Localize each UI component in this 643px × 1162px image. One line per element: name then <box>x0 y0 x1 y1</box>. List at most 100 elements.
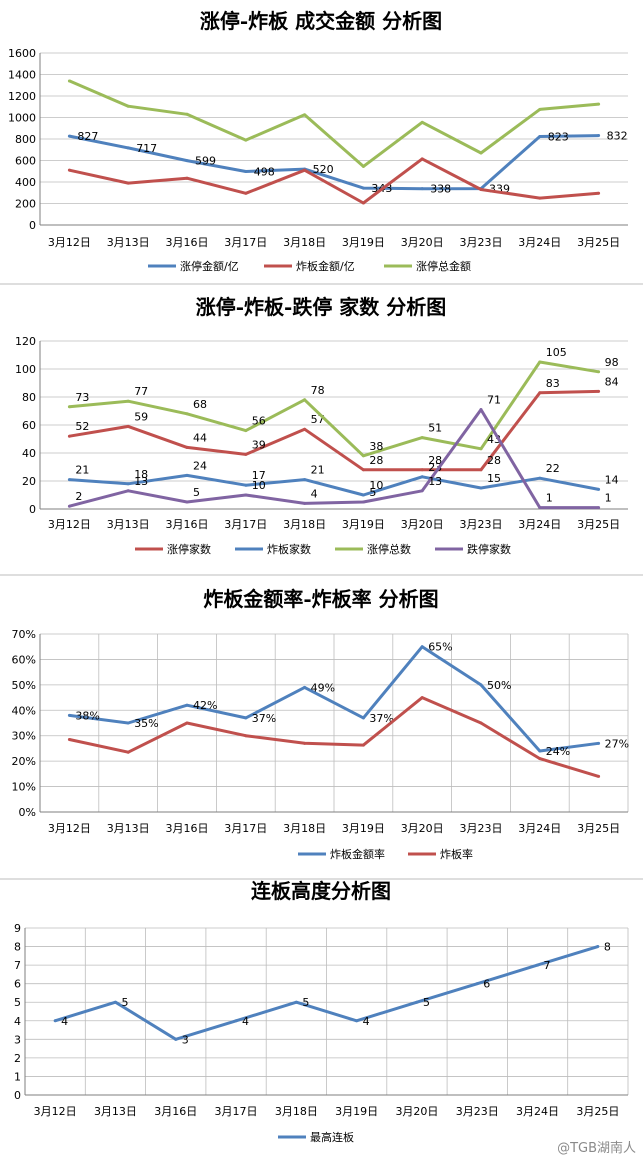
data-point <box>67 168 71 172</box>
series-line <box>69 157 599 205</box>
data-label: 59 <box>134 410 148 423</box>
data-point <box>67 134 71 138</box>
data-point <box>361 201 365 205</box>
data-point <box>597 774 601 778</box>
data-point <box>597 741 601 745</box>
x-tick-label: 3月20日 <box>401 518 444 531</box>
data-label: 13 <box>428 475 442 488</box>
data-point <box>185 473 189 477</box>
y-tick-label: 5 <box>14 996 21 1009</box>
legend-label: 涨停家数 <box>167 542 211 556</box>
data-point <box>538 107 542 111</box>
data-label: 2 <box>75 490 82 503</box>
y-tick-label: 400 <box>15 176 36 189</box>
data-label: 49% <box>311 681 335 694</box>
data-point <box>303 501 307 505</box>
data-label: 105 <box>546 346 567 359</box>
data-label: 8 <box>604 941 611 954</box>
data-label: 5 <box>302 996 309 1009</box>
x-tick-label: 3月13日 <box>107 822 150 835</box>
data-label: 15 <box>487 472 501 485</box>
data-point <box>303 478 307 482</box>
data-label: 27% <box>605 737 629 750</box>
data-label: 98 <box>605 356 619 369</box>
x-tick-label: 3月16日 <box>166 518 209 531</box>
y-tick-label: 100 <box>15 363 36 376</box>
data-label: 51 <box>428 422 442 435</box>
x-tick-label: 3月18日 <box>283 518 326 531</box>
legend-label: 炸板率 <box>440 847 473 861</box>
data-label: 18 <box>134 468 148 481</box>
data-point <box>536 963 540 967</box>
y-tick-label: 80 <box>22 391 36 404</box>
data-label: 520 <box>313 163 334 176</box>
data-label: 1 <box>546 492 553 505</box>
watermark-text: @TGB湖南人 <box>557 1140 636 1156</box>
y-tick-label: 40 <box>22 447 36 460</box>
data-point <box>185 721 189 725</box>
data-point <box>361 164 365 168</box>
data-label: 24 <box>193 459 207 472</box>
y-tick-label: 1200 <box>8 90 36 103</box>
data-point <box>234 1019 238 1023</box>
data-point <box>185 445 189 449</box>
data-point <box>538 506 542 510</box>
series-line <box>69 473 599 497</box>
legend-label: 最高连板 <box>310 1130 354 1144</box>
data-point <box>303 398 307 402</box>
data-label: 39 <box>252 438 266 451</box>
series-line <box>69 696 600 778</box>
data-point <box>244 716 248 720</box>
data-point <box>244 734 248 738</box>
data-label: 4 <box>363 1015 370 1028</box>
data-label: 50% <box>487 679 511 692</box>
data-point <box>126 750 130 754</box>
data-point <box>597 370 601 374</box>
y-tick-label: 200 <box>15 198 36 211</box>
x-tick-label: 3月19日 <box>342 518 385 531</box>
x-tick-label: 3月13日 <box>94 1105 137 1118</box>
x-tick-label: 3月16日 <box>154 1105 197 1118</box>
data-label: 6 <box>483 978 490 991</box>
chart-title: 连板高度分析图 <box>251 879 391 903</box>
data-label: 10 <box>252 479 266 492</box>
data-point <box>597 191 601 195</box>
y-tick-label: 0% <box>19 806 36 819</box>
y-tick-label: 4 <box>14 1015 21 1028</box>
y-tick-label: 9 <box>14 922 21 935</box>
y-tick-label: 60% <box>12 653 36 666</box>
y-tick-label: 120 <box>15 335 36 348</box>
data-point <box>479 486 483 490</box>
data-point <box>361 743 365 747</box>
data-point <box>420 468 424 472</box>
x-tick-label: 3月25日 <box>577 518 620 531</box>
data-label: 24% <box>546 745 570 758</box>
data-point <box>361 186 365 190</box>
data-point <box>420 157 424 161</box>
data-label: 4 <box>61 1015 68 1028</box>
data-point <box>475 982 479 986</box>
data-label: 38 <box>369 440 383 453</box>
x-tick-label: 3月18日 <box>283 236 326 249</box>
data-point <box>538 757 542 761</box>
x-tick-label: 3月12日 <box>48 236 91 249</box>
x-tick-label: 3月13日 <box>107 236 150 249</box>
data-label: 4 <box>311 487 318 500</box>
data-label: 1 <box>605 492 612 505</box>
data-label: 5 <box>369 486 376 499</box>
y-tick-label: 6 <box>14 978 21 991</box>
x-tick-label: 3月24日 <box>518 236 561 249</box>
data-label: 42% <box>193 699 217 712</box>
y-tick-label: 1000 <box>8 112 36 125</box>
data-label: 5 <box>121 996 128 1009</box>
data-point <box>597 134 601 138</box>
y-tick-label: 3 <box>14 1033 21 1046</box>
legend-label: 炸板金额/亿 <box>296 259 355 273</box>
x-tick-label: 3月20日 <box>395 1105 438 1118</box>
data-label: 4 <box>242 1015 249 1028</box>
data-label: 5 <box>193 486 200 499</box>
data-point <box>479 447 483 451</box>
data-point <box>597 506 601 510</box>
data-label: 599 <box>195 155 216 168</box>
data-label: 28 <box>369 454 383 467</box>
